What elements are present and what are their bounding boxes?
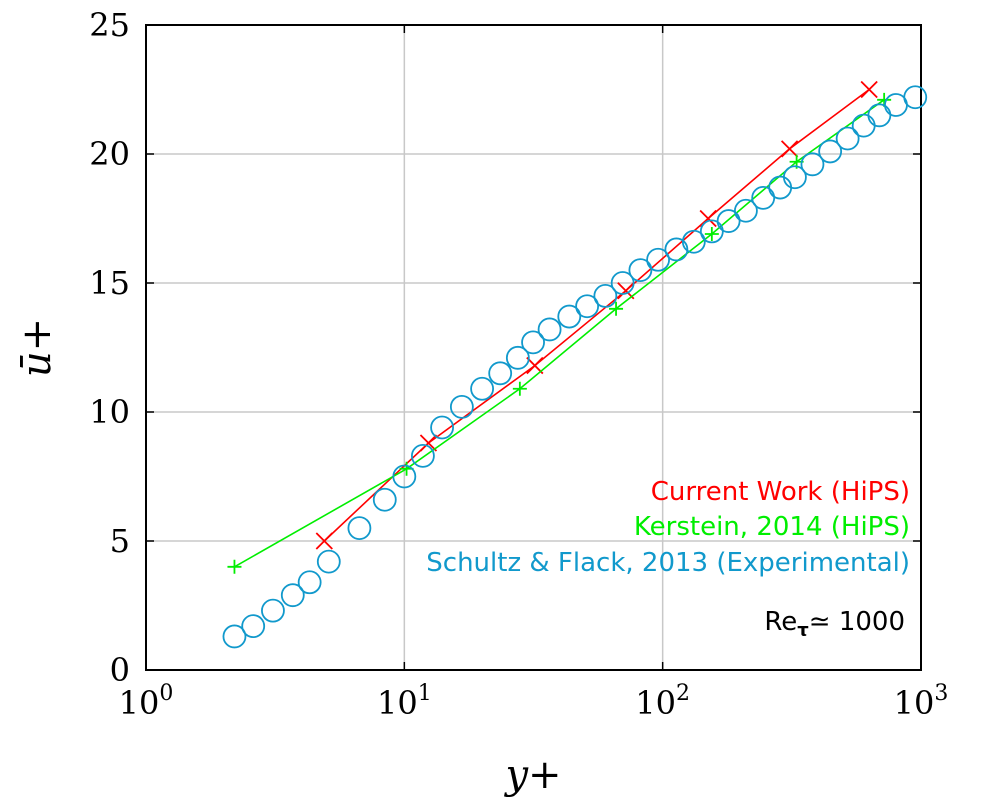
- data-point: [392, 464, 417, 489]
- data-point: [867, 103, 892, 128]
- data-point: [521, 330, 545, 355]
- data-point: [751, 185, 776, 210]
- legend-entry: Current Work (HiPS): [651, 477, 910, 507]
- data-point: [430, 415, 454, 440]
- data-point: [280, 583, 305, 608]
- x-tick-label: 103: [894, 681, 949, 722]
- y-axis-title: ū+: [14, 318, 60, 377]
- data-point: [628, 258, 653, 283]
- data-point: [646, 247, 670, 272]
- data-point: [315, 532, 333, 550]
- data-point: [227, 559, 242, 574]
- data-point: [575, 294, 600, 319]
- data-point: [316, 549, 341, 574]
- data-point: [716, 209, 741, 233]
- data-point: [851, 113, 876, 138]
- data-point: [537, 317, 562, 342]
- series: [222, 80, 928, 649]
- x-tick-label: 101: [377, 681, 432, 722]
- x-tick-label: 102: [635, 681, 690, 722]
- data-point: [783, 165, 807, 190]
- data-point: [664, 237, 689, 262]
- y-tick-label: 20: [89, 135, 130, 173]
- ticks: 100 101 102 103 0 5 10 15 20 25: [89, 6, 948, 722]
- y-tick-label: 10: [89, 393, 130, 431]
- y-tick-label: 0: [110, 651, 130, 689]
- reynolds-annotation: Reτ≃ 1000: [764, 607, 905, 641]
- y-tick-label: 15: [89, 264, 130, 302]
- data-point: [704, 226, 719, 241]
- data-point: [347, 516, 372, 540]
- data-point: [734, 198, 758, 223]
- data-point: [449, 394, 474, 419]
- data-point: [241, 614, 266, 639]
- data-point: [372, 487, 397, 512]
- legend: Current Work (HiPS) Kerstein, 2014 (HiPS)…: [426, 477, 910, 578]
- data-point: [297, 570, 322, 595]
- data-point: [419, 434, 438, 452]
- x-axis-title: y+: [503, 752, 561, 798]
- data-point: [609, 301, 624, 316]
- legend-entry: Schultz & Flack, 2013 (Experimental): [426, 548, 910, 578]
- series-1: [315, 80, 878, 550]
- data-point: [261, 598, 285, 623]
- data-point: [768, 175, 793, 200]
- data-point: [681, 229, 706, 254]
- data-point: [800, 152, 825, 177]
- data-point: [222, 624, 247, 649]
- data-point: [835, 126, 860, 151]
- data-point: [505, 345, 530, 370]
- plot-frame: [145, 24, 922, 671]
- data-point: [488, 361, 513, 386]
- data-point: [610, 271, 635, 295]
- data-point: [860, 80, 878, 99]
- x-tick-label: 100: [119, 681, 174, 722]
- data-point: [557, 304, 582, 329]
- data-point: [411, 443, 435, 468]
- series-3: [222, 85, 928, 649]
- data-point: [818, 139, 843, 164]
- legend-entry: Kerstein, 2014 (HiPS): [634, 512, 910, 542]
- y-tick-label: 5: [110, 522, 130, 560]
- y-tick-label: 25: [89, 6, 130, 44]
- data-point: [512, 381, 527, 396]
- annotation: Reτ≃ 1000: [764, 607, 905, 641]
- data-point: [903, 85, 928, 110]
- data-point: [470, 376, 494, 401]
- data-point: [780, 140, 799, 158]
- data-point: [593, 283, 618, 308]
